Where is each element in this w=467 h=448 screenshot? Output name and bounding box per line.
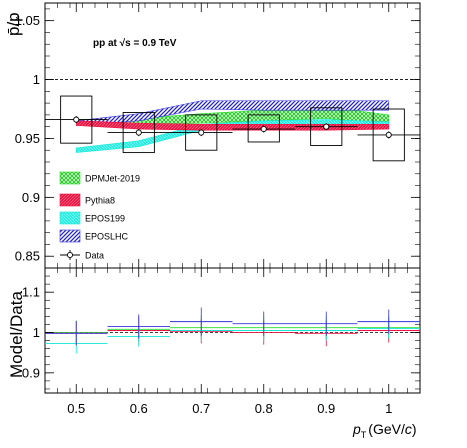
- y-tick-label: 0.85: [15, 249, 40, 264]
- legend-swatch-pythia8: [59, 193, 81, 207]
- ratio-panel: 0.85 0.9 0.95 1 1.05 pp at √s = 0.9 TeV DPMJ…: [4, 2, 421, 269]
- top-x-ticks: [44, 3, 421, 268]
- x-tick-label: 0.9: [317, 401, 335, 416]
- x-tick-label: 0.8: [255, 401, 273, 416]
- legend-label-epos199: EPOS199: [85, 214, 125, 224]
- band-eposlhc: [75, 100, 390, 126]
- bottom-y-ticks: 0.9 1 1.1: [22, 275, 420, 390]
- y-tick-label: 0.95: [15, 131, 40, 146]
- bottom-x-ticks: 0.5 0.6 0.7 0.8 0.9 1: [44, 268, 421, 416]
- legend-swatch-epos199: [59, 211, 81, 225]
- top-ylabel: p̄/p: [4, 12, 23, 36]
- top-y-ticks: 0.85 0.9 0.95 1 1.05: [15, 8, 420, 269]
- legend-label-data: Data: [85, 251, 104, 261]
- data-point: [260, 125, 267, 133]
- y-tick-label: 1: [33, 72, 40, 87]
- data-points: [45, 116, 420, 139]
- legend-data-marker: [66, 251, 74, 259]
- data-point: [198, 129, 205, 136]
- y-tick-label: 1.05: [15, 13, 40, 28]
- x-tick-label: 0.7: [192, 401, 210, 416]
- x-tick-label: 0.6: [130, 401, 148, 416]
- data-point: [135, 129, 142, 136]
- x-axis-title: pT (GeV/c): [352, 421, 417, 440]
- syst-box: [247, 114, 280, 143]
- y-tick-label: 1.1: [22, 285, 40, 300]
- y-tick-label: 1: [33, 325, 40, 340]
- data-point: [385, 131, 392, 138]
- x-tick-label: 0.5: [67, 401, 85, 416]
- bottom-ylabel: Model/Data: [7, 291, 26, 378]
- legend-label-dpmjet-2019: DPMJet-2019: [85, 174, 140, 184]
- x-tick-label: 1: [385, 401, 392, 416]
- model-over-data-panel: 0.9 1 1.1 0.5 0.6 0.7 0.8 0.9 1 Model/Data pT (G…: [7, 267, 421, 440]
- collision-annotation: pp at √s = 0.9 TeV: [93, 38, 177, 49]
- y-tick-label: 0.9: [22, 365, 40, 380]
- y-tick-label: 0.9: [22, 190, 40, 205]
- data-point: [323, 123, 330, 130]
- legend: DPMJet-2019 Pythia8 EPOS199 EPOSLHC Data: [59, 171, 140, 261]
- model-over-data-series: [45, 307, 420, 354]
- legend-swatch-dpmjet-2019: [59, 171, 81, 185]
- legend-label-eposlhc: EPOSLHC: [85, 232, 129, 242]
- data-point: [73, 116, 80, 123]
- legend-label-pythia8: Pythia8: [85, 196, 115, 206]
- legend-swatch-eposlhc: [59, 229, 81, 243]
